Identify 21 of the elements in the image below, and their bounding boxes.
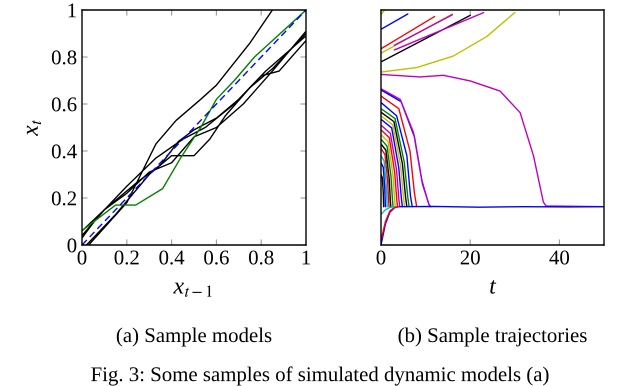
x-tick-label: 0.4 [159,250,184,265]
text: (a) Sample models [116,328,272,346]
y-tick-label: 1 [68,3,76,18]
x-tick-label: 40 [549,250,570,265]
x-tick-label: 0.2 [114,250,139,265]
x-axis-title: t [490,280,496,294]
y-tick-label: 0 [68,238,76,252]
y-tick-label: 0.8 [52,50,76,65]
x-tick-label: 20 [460,250,480,265]
text: (b) Sample trajectories [398,328,587,346]
x-tick-label: 0.6 [204,250,229,265]
x-tick-label: 0 [78,250,86,265]
y-tick-label: 0.4 [52,144,77,159]
x-axis-title: x$_{t−1}$ [173,282,212,297]
caption: Fig. 3: Some samples of simulated dynamic models (a) [91,366,549,386]
x-tick-label: 0.8 [248,250,274,265]
x-tick-label: 0 [376,250,386,265]
y-axis-title: x$_{t}$ [26,120,42,136]
x-tick-label: 1 [302,250,310,264]
y-tick-label: 0.6 [52,97,77,112]
y-tick-label: 0.2 [52,191,76,206]
